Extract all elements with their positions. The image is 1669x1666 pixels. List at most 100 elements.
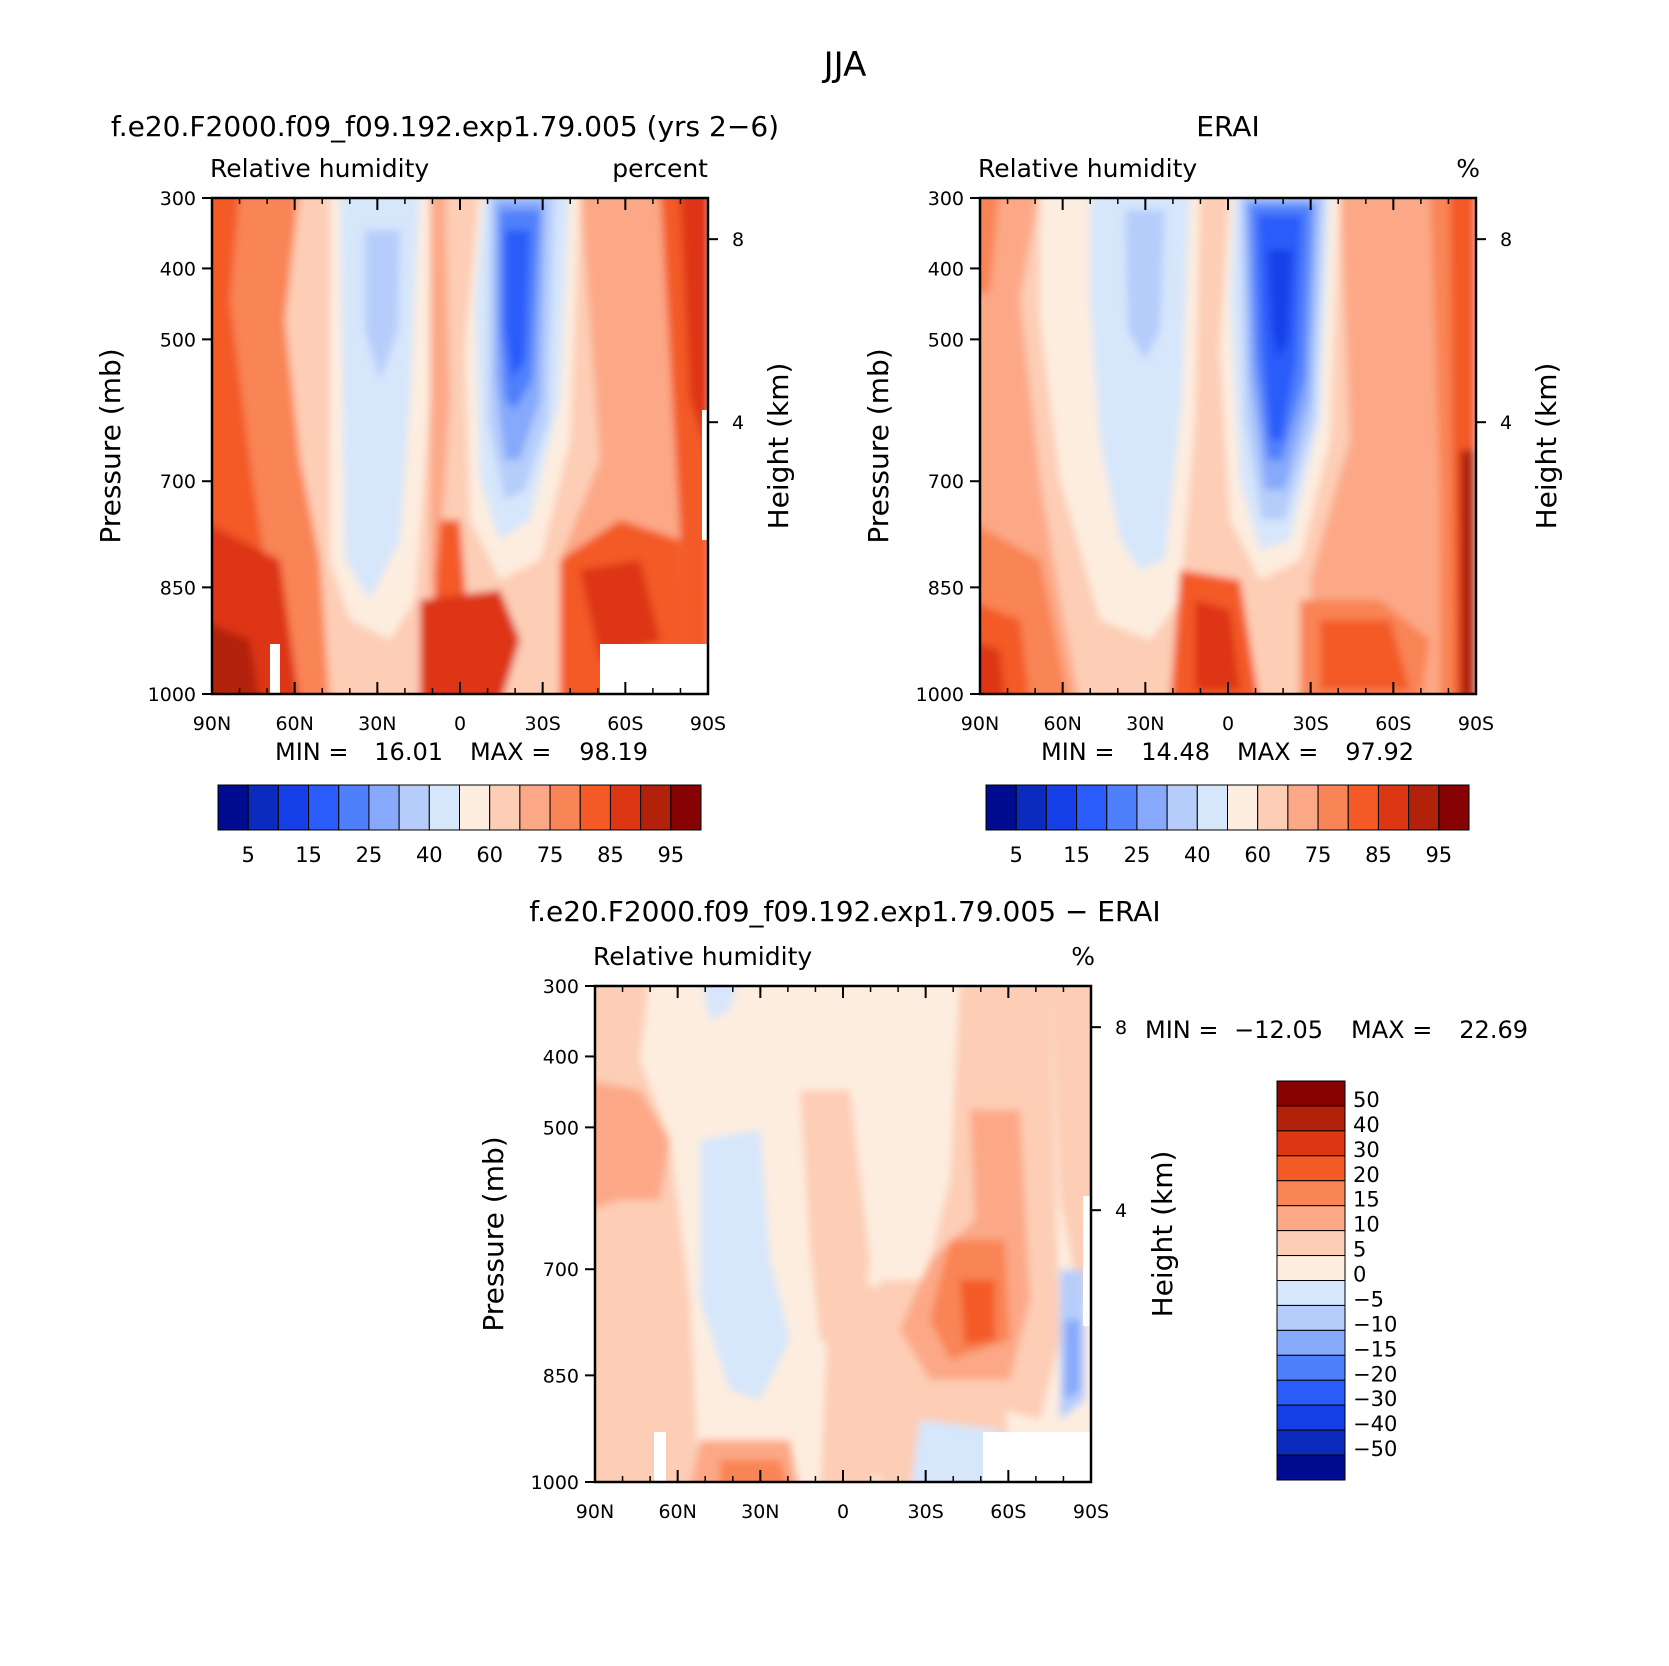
panel-model-min-label: MIN = bbox=[275, 738, 348, 766]
panel-obs-colorbar-box bbox=[1045, 784, 1078, 831]
panel-obs-min-value: 14.48 bbox=[1141, 738, 1210, 766]
panel-model-stats: MIN = 16.01 MAX = 98.19 bbox=[275, 738, 648, 766]
panel-model-y-right-axis: 84 bbox=[708, 229, 744, 434]
panel-diff-y-axis: 300 400 500 700 850 1000 bbox=[531, 976, 595, 1494]
panel-diff-y-right-tick-label: 4 bbox=[1115, 1200, 1127, 1222]
panel-obs-ylabel: Pressure (mb) bbox=[862, 348, 895, 543]
panel-model-max-label: MAX = bbox=[470, 738, 551, 766]
panel-obs-y-tick-label: 300 bbox=[928, 188, 964, 210]
panel-diff: f.e20.F2000.f09_f09.192.exp1.79.005 − ER… bbox=[477, 895, 1528, 1523]
panel-model-missing-region bbox=[270, 644, 280, 694]
panel-obs-colorbar: 5 15 25 40 60 75 85 95 bbox=[985, 784, 1470, 867]
panel-diff-min-label: MIN = bbox=[1145, 1016, 1218, 1044]
panel-obs-colorbar-box bbox=[1377, 784, 1410, 831]
panel-obs-colorbar-label: 95 bbox=[1425, 843, 1452, 867]
panel-diff-subtitle-right: % bbox=[1071, 942, 1095, 971]
panel-obs-colorbar-box bbox=[985, 784, 1017, 831]
panel-obs-colorbar-box bbox=[1227, 784, 1259, 831]
panel-diff-colorbar-label: −50 bbox=[1353, 1437, 1397, 1461]
panel-diff-min-value: −12.05 bbox=[1234, 1016, 1323, 1044]
panel-model-colorbar-box bbox=[277, 784, 310, 831]
panel-model-colorbar-box bbox=[247, 784, 279, 831]
panel-obs-colorbar-box bbox=[1317, 784, 1349, 831]
panel-diff-colorbar-label: 10 bbox=[1353, 1213, 1380, 1237]
panel-model-y-tick-label: 400 bbox=[160, 258, 196, 280]
panel-diff-y-tick-label: 700 bbox=[543, 1259, 579, 1281]
panel-diff-x-tick-label: 90S bbox=[1073, 1501, 1109, 1523]
panel-obs-colorbar-label: 85 bbox=[1365, 843, 1392, 867]
panel-obs-colorbar-box bbox=[1257, 784, 1289, 831]
panel-model-colorbar-box bbox=[670, 784, 702, 831]
panel-diff-x-tick-label: 30N bbox=[741, 1501, 779, 1523]
panel-obs-colorbar-label: 15 bbox=[1063, 843, 1090, 867]
panel-diff-colorbar-box bbox=[1276, 1180, 1346, 1207]
panel-obs-x-tick-label: 60S bbox=[1375, 713, 1411, 735]
panel-model-colorbar-label: 5 bbox=[242, 843, 255, 867]
panel-diff-missing-region bbox=[983, 1432, 1091, 1482]
panel-diff-y-tick-label: 500 bbox=[543, 1117, 579, 1139]
panel-model-min-value: 16.01 bbox=[374, 738, 443, 766]
panel-diff-contour-field bbox=[595, 986, 1091, 1482]
panel-diff-colorbar-box bbox=[1276, 1379, 1346, 1406]
panel-model-x-axis: 90N 60N 30N 0 30S 60S 90S bbox=[193, 198, 726, 735]
panel-obs-colorbar-box bbox=[1408, 784, 1440, 831]
panel-diff-colorbar-box bbox=[1276, 1404, 1346, 1431]
panel-obs-colorbar-box bbox=[1076, 784, 1108, 831]
panel-model-colorbar-box bbox=[368, 784, 400, 831]
panel-diff-colorbar-label: −40 bbox=[1353, 1412, 1397, 1436]
panel-diff-colorbar-label: 0 bbox=[1353, 1263, 1366, 1287]
panel-model-colorbar-box bbox=[459, 784, 491, 831]
panel-obs-colorbar-box bbox=[1136, 784, 1168, 831]
panel-diff-colorbar-label: 40 bbox=[1353, 1113, 1380, 1137]
panel-diff-colorbar-box bbox=[1276, 1354, 1346, 1381]
panel-diff-colorbar-box bbox=[1276, 1304, 1346, 1331]
panel-obs-y-tick-label: 700 bbox=[928, 471, 964, 493]
panel-model-y-axis: 300 400 500 700 850 1000 bbox=[148, 188, 212, 706]
panel-model-y-tick-label: 500 bbox=[160, 329, 196, 351]
panel-obs-colorbar-box bbox=[1287, 784, 1319, 831]
panel-diff-colorbar-label: −30 bbox=[1353, 1387, 1397, 1411]
panel-obs-subtitle-right: % bbox=[1456, 154, 1480, 183]
panel-model-colorbar-label: 95 bbox=[657, 843, 684, 867]
panel-obs-ylabel-right: Height (km) bbox=[1530, 363, 1563, 530]
panel-model-colorbar-box bbox=[489, 784, 521, 831]
panel-model-colorbar-box bbox=[519, 784, 551, 831]
panel-model-x-tick-label: 60N bbox=[275, 713, 313, 735]
panel-model-missing-region bbox=[600, 644, 708, 694]
panel-diff-x-axis: 90N 60N 30N 0 30S 60S 90S bbox=[576, 986, 1109, 1523]
panel-model: f.e20.F2000.f09_f09.192.exp1.79.005 (yrs… bbox=[94, 110, 795, 867]
panel-obs-y-tick-label: 500 bbox=[928, 329, 964, 351]
panel-model-colorbar-label: 25 bbox=[356, 843, 383, 867]
panel-model-title: f.e20.F2000.f09_f09.192.exp1.79.005 (yrs… bbox=[111, 110, 779, 143]
panel-model-y-tick-label: 700 bbox=[160, 471, 196, 493]
panel-diff-colorbar-label: 50 bbox=[1353, 1088, 1380, 1112]
panel-diff-colorbar-label: −20 bbox=[1353, 1362, 1397, 1386]
panel-obs-y-axis: 300 400 500 700 850 1000 bbox=[916, 188, 980, 706]
panel-model-colorbar-label: 40 bbox=[416, 843, 443, 867]
panel-obs-max-value: 97.92 bbox=[1345, 738, 1414, 766]
panel-model-max-value: 98.19 bbox=[579, 738, 648, 766]
panel-diff-y-tick-label: 300 bbox=[543, 976, 579, 998]
panel-obs-y-tick-label: 1000 bbox=[916, 684, 964, 706]
panel-obs-subtitle-left: Relative humidity bbox=[978, 154, 1197, 183]
panel-obs-max-label: MAX = bbox=[1237, 738, 1318, 766]
panel-model-colorbar-box bbox=[640, 784, 672, 831]
panel-obs-x-tick-label: 30N bbox=[1126, 713, 1164, 735]
panel-diff-colorbar-label: 15 bbox=[1353, 1188, 1380, 1212]
panel-obs-colorbar-label: 40 bbox=[1184, 843, 1211, 867]
panel-obs-title: ERAI bbox=[1196, 110, 1259, 143]
panel-diff-colorbar-box bbox=[1276, 1429, 1346, 1456]
panel-model-x-tick-label: 30N bbox=[358, 713, 396, 735]
panel-obs-colorbar-label: 75 bbox=[1305, 843, 1332, 867]
panel-diff-y-tick-label: 850 bbox=[543, 1365, 579, 1387]
panel-obs-colorbar-label: 5 bbox=[1010, 843, 1023, 867]
panel-diff-x-tick-label: 90N bbox=[576, 1501, 614, 1523]
panel-model-x-tick-label: 60S bbox=[607, 713, 643, 735]
panel-diff-x-tick-label: 30S bbox=[908, 1501, 944, 1523]
panel-diff-ylabel-right: Height (km) bbox=[1146, 1151, 1179, 1318]
panel-model-subtitle-left: Relative humidity bbox=[210, 154, 429, 183]
panel-obs-x-tick-label: 90N bbox=[961, 713, 999, 735]
panel-obs-colorbar-label: 60 bbox=[1244, 843, 1271, 867]
